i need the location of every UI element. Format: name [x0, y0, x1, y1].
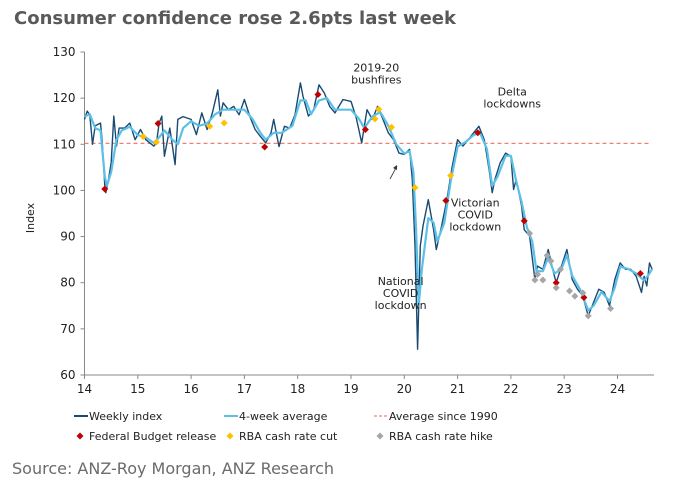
legend-cut-swatch — [226, 432, 234, 440]
budget-marker — [442, 197, 450, 205]
legend-hike-swatch — [376, 432, 384, 440]
x-tick-label: 20 — [397, 382, 412, 396]
legend-item: Weekly index — [89, 410, 163, 423]
victorian-covid-annotation-line: COVID — [458, 208, 493, 221]
bushfires-annotation-line: 2019-20 — [353, 62, 399, 75]
budget-marker — [474, 129, 482, 137]
budget-marker — [101, 185, 109, 193]
x-tick-label: 17 — [237, 382, 252, 396]
x-tick-label: 15 — [130, 382, 145, 396]
y-axis-label: Index — [24, 202, 37, 233]
rate-cut-marker — [152, 138, 160, 146]
rate-hike-marker — [556, 265, 564, 273]
x-tick-label: 22 — [503, 382, 518, 396]
rate-hike-marker — [526, 229, 534, 237]
rate-cut-marker — [375, 105, 383, 113]
rate-hike-marker — [539, 276, 547, 284]
legend-item: RBA cash rate cut — [239, 430, 338, 443]
rate-cut-marker — [206, 122, 214, 130]
x-tick-label: 18 — [290, 382, 305, 396]
chart-title: Consumer confidence rose 2.6pts last wee… — [14, 8, 457, 29]
rate-hike-marker — [531, 276, 539, 284]
rate-hike-marker — [571, 292, 579, 300]
y-tick-label: 130 — [53, 45, 76, 59]
rate-hike-marker — [552, 284, 560, 292]
bushfires-annotation-line: bushfires — [351, 74, 402, 87]
x-tick-label: 19 — [343, 382, 358, 396]
delta-annotation-line: Delta — [498, 86, 527, 99]
rate-hike-marker — [566, 287, 574, 295]
budget-marker — [552, 279, 560, 287]
legend-item: RBA cash rate hike — [389, 430, 493, 443]
rate-hike-marker — [579, 289, 587, 297]
rate-hike-marker — [607, 305, 615, 313]
x-tick-label: 24 — [610, 382, 625, 396]
rate-cut-marker — [411, 184, 419, 192]
bushfires-arrow-head — [393, 165, 397, 170]
national-covid-annotation-line: COVID — [383, 287, 418, 300]
y-tick-label: 120 — [53, 91, 76, 105]
budget-marker — [580, 293, 588, 301]
y-tick-label: 70 — [60, 322, 75, 336]
rate-cut-marker — [388, 123, 396, 131]
y-tick-label: 100 — [53, 183, 76, 197]
rate-cut-marker — [139, 132, 147, 140]
budget-marker — [520, 217, 528, 225]
national-covid-annotation-line: National — [378, 275, 424, 288]
budget-marker — [154, 120, 162, 128]
rate-cut-marker — [220, 119, 228, 127]
legend-item: 4-week average — [239, 410, 328, 423]
x-tick-label: 16 — [183, 382, 198, 396]
rate-hike-marker — [543, 251, 551, 259]
budget-marker — [314, 90, 322, 98]
rate-hike-marker — [534, 270, 542, 278]
legend-item: Average since 1990 — [389, 410, 498, 423]
budget-marker — [261, 143, 269, 151]
y-tick-label: 90 — [60, 230, 75, 244]
x-tick-label: 21 — [450, 382, 465, 396]
delta-annotation-line: lockdowns — [483, 98, 541, 111]
y-tick-label: 80 — [60, 276, 75, 290]
budget-marker — [361, 126, 369, 134]
rate-hike-marker — [547, 257, 555, 265]
budget-marker — [636, 269, 644, 277]
national-covid-annotation-line: lockdown — [375, 299, 427, 312]
victorian-covid-annotation-line: lockdown — [449, 220, 501, 233]
rate-hike-marker — [584, 312, 592, 320]
rate-cut-marker — [371, 115, 379, 123]
x-tick-label: 14 — [77, 382, 92, 396]
rate-cut-marker — [447, 172, 455, 180]
x-tick-label: 23 — [557, 382, 572, 396]
source-note: Source: ANZ-Roy Morgan, ANZ Research — [12, 459, 334, 478]
y-tick-label: 110 — [53, 137, 76, 151]
legend-budget-swatch — [76, 432, 84, 440]
weekly-index-line — [83, 82, 653, 350]
victorian-covid-annotation-line: Victorian — [451, 196, 500, 209]
y-tick-label: 60 — [60, 368, 75, 382]
legend-item: Federal Budget release — [89, 430, 216, 443]
four-week-average-line — [84, 97, 654, 312]
